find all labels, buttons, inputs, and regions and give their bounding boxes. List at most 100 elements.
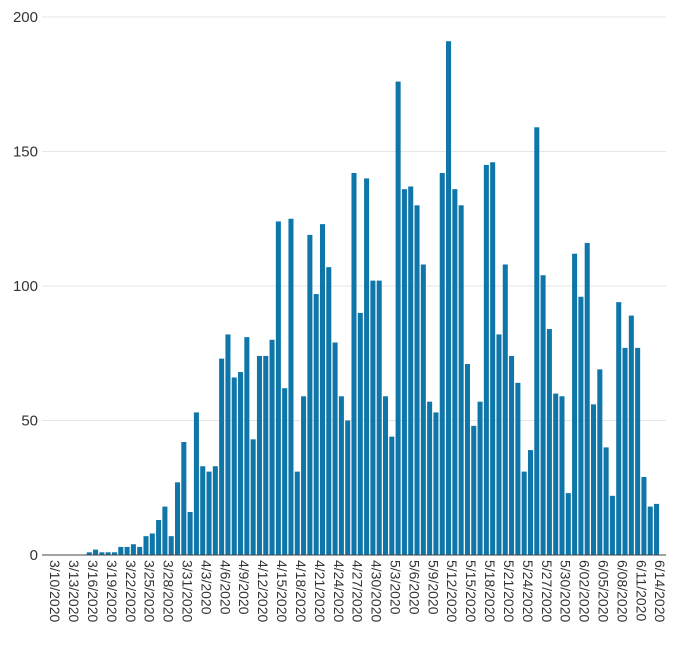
bar xyxy=(433,412,439,555)
bar xyxy=(622,347,628,555)
bar xyxy=(187,511,193,555)
bar xyxy=(534,127,540,555)
bar xyxy=(238,372,244,555)
bar xyxy=(515,382,521,555)
bar xyxy=(559,396,565,555)
x-tick-label: 6/14/2020 xyxy=(652,560,668,622)
bar xyxy=(452,189,458,555)
bar xyxy=(137,546,143,555)
bar xyxy=(111,552,117,555)
bar xyxy=(527,450,533,555)
bar xyxy=(219,358,225,555)
bar xyxy=(282,388,288,555)
x-tick-label: 6/05/2020 xyxy=(596,560,612,622)
bar xyxy=(395,81,401,555)
bar xyxy=(118,546,124,555)
bar xyxy=(641,476,647,555)
bar xyxy=(578,296,584,555)
x-tick-label: 5/21/2020 xyxy=(501,560,517,622)
y-tick-label: 50 xyxy=(21,413,38,430)
bar xyxy=(509,355,515,555)
bar xyxy=(263,355,269,555)
bar xyxy=(603,447,609,555)
x-tick-label: 6/11/2020 xyxy=(633,560,649,621)
bar xyxy=(477,401,483,555)
x-tick-label: 3/19/2020 xyxy=(104,560,120,622)
bar xyxy=(307,234,313,555)
bar xyxy=(105,552,111,555)
x-tick-label: 4/30/2020 xyxy=(369,560,385,622)
bar xyxy=(357,312,363,555)
bar xyxy=(212,466,218,555)
x-tick-label: 4/21/2020 xyxy=(312,560,328,622)
bar xyxy=(269,339,275,555)
bar xyxy=(244,337,250,555)
x-tick-label: 6/02/2020 xyxy=(577,560,593,622)
bar xyxy=(458,205,464,556)
bar xyxy=(168,536,174,555)
bar xyxy=(647,506,653,555)
bar xyxy=(99,552,105,555)
bar xyxy=(540,275,546,555)
bar xyxy=(288,218,294,555)
bar xyxy=(332,342,338,555)
x-tick-label: 5/24/2020 xyxy=(520,560,536,622)
x-tick-label: 5/12/2020 xyxy=(444,560,460,622)
x-tick-label: 3/22/2020 xyxy=(123,560,139,622)
bar xyxy=(93,549,99,555)
bar xyxy=(162,506,168,555)
bar xyxy=(193,412,199,555)
bar xyxy=(553,393,559,555)
x-tick-label: 5/30/2020 xyxy=(558,560,574,622)
bar xyxy=(382,396,389,555)
bar xyxy=(439,173,445,555)
x-tick-label: 3/10/2020 xyxy=(47,560,63,622)
bar xyxy=(326,267,332,555)
bar xyxy=(364,178,370,555)
bar xyxy=(521,471,527,555)
x-tick-label: 3/13/2020 xyxy=(66,560,82,622)
x-tick-label: 4/24/2020 xyxy=(331,560,347,622)
bar xyxy=(319,224,325,555)
bar xyxy=(174,482,181,555)
x-tick-label: 6/08/2020 xyxy=(614,560,630,622)
bar xyxy=(427,401,433,555)
x-tick-label: 4/9/2020 xyxy=(236,560,252,615)
x-tick-label: 5/18/2020 xyxy=(482,560,498,622)
x-tick-label: 5/9/2020 xyxy=(425,560,441,615)
bar xyxy=(635,347,641,555)
bar xyxy=(628,315,634,555)
bar xyxy=(502,264,508,555)
x-tick-label: 4/6/2020 xyxy=(217,560,233,615)
bar xyxy=(496,334,502,555)
bar xyxy=(565,493,571,555)
bar xyxy=(546,329,552,555)
y-tick-label: 0 xyxy=(30,547,38,564)
bar xyxy=(414,205,420,556)
bar xyxy=(597,369,603,555)
bar xyxy=(294,471,300,555)
x-tick-label: 5/6/2020 xyxy=(406,560,422,615)
bar xyxy=(338,396,344,555)
x-tick-label: 3/25/2020 xyxy=(142,560,158,622)
bar xyxy=(225,334,231,555)
bar xyxy=(464,364,470,555)
x-tick-label: 5/15/2020 xyxy=(463,560,479,622)
bar xyxy=(149,533,155,555)
bar xyxy=(490,162,496,555)
bar xyxy=(275,221,281,555)
x-tick-label: 4/27/2020 xyxy=(350,560,366,622)
bar xyxy=(590,404,597,555)
bar xyxy=(471,425,477,555)
bar xyxy=(301,396,307,555)
bar xyxy=(124,546,130,555)
y-tick-label: 100 xyxy=(13,278,38,295)
bar xyxy=(654,503,660,555)
bar xyxy=(181,442,187,555)
bar xyxy=(206,471,212,555)
bar xyxy=(446,41,452,555)
x-tick-label: 4/12/2020 xyxy=(255,560,271,622)
